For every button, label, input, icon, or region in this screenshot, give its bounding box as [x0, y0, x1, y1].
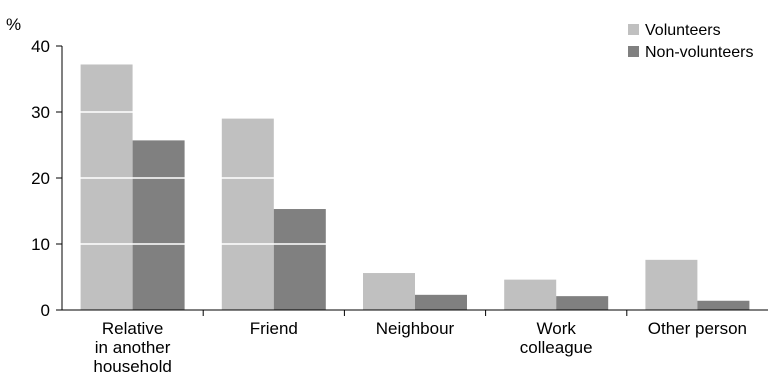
x-category-label-1: Friend — [250, 319, 298, 338]
bars-group — [80, 64, 750, 310]
bar-volunteers-4 — [645, 259, 698, 310]
gridlines-group — [62, 45, 768, 245]
legend-swatch-0 — [628, 24, 639, 35]
x-category-label-3: Work colleague — [520, 319, 593, 357]
x-category-label-0: Relative in another household — [93, 319, 171, 376]
y-tick-label-0: 0 — [41, 301, 50, 320]
legend-label-0: Volunteers — [645, 22, 721, 39]
bar-non-volunteers-0 — [132, 140, 185, 310]
legend-swatch-1 — [628, 46, 639, 57]
y-tick-label-20: 20 — [31, 169, 50, 188]
bar-volunteers-2 — [363, 273, 415, 310]
y-tick-label-30: 30 — [31, 103, 50, 122]
x-category-labels: Relative in another household Friend Neighbo… — [93, 310, 747, 376]
bar-volunteers-0 — [80, 64, 133, 310]
y-axis-unit-label: % — [6, 15, 21, 34]
y-tick-label-10: 10 — [31, 235, 50, 254]
y-tick-labels: 0 10 20 30 40 — [31, 37, 62, 320]
bar-non-volunteers-4 — [697, 300, 750, 310]
y-tick-label-40: 40 — [31, 37, 50, 56]
legend-label-1: Non-volunteers — [645, 44, 754, 61]
bar-non-volunteers-3 — [556, 296, 609, 310]
x-category-label-2: Neighbour — [376, 319, 455, 338]
bar-non-volunteers-2 — [415, 294, 467, 310]
bar-non-volunteers-1 — [273, 209, 326, 310]
x-category-label-4: Other person — [648, 319, 747, 338]
bar-volunteers-3 — [504, 279, 557, 310]
legend: Volunteers Non-volunteers — [628, 22, 754, 61]
bar-volunteers-1 — [221, 118, 274, 310]
